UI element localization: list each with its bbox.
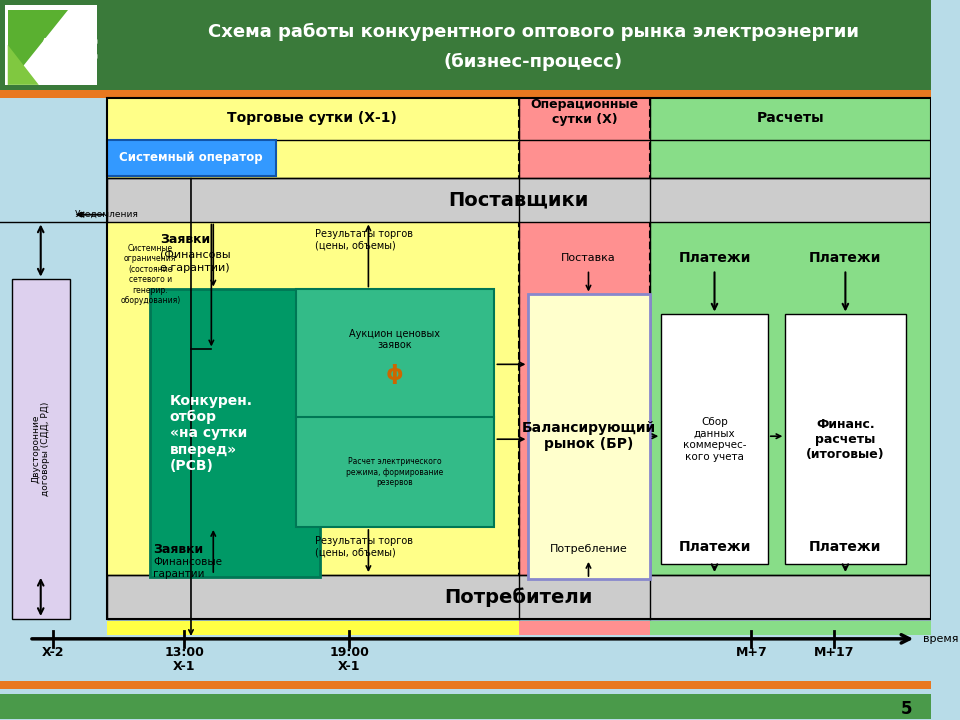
Bar [528,294,650,579]
Bar [650,98,930,619]
Bar [650,621,930,635]
Text: 19:00: 19:00 [329,647,369,660]
Text: Платежи: Платежи [679,251,751,264]
Text: Уведомления: Уведомления [75,210,138,219]
Text: Системные
ограничения
(состояние
сетевого и
генерир.
оборудования): Системные ограничения (состояние сетевог… [120,244,180,305]
Text: ϕ: ϕ [386,364,403,384]
Text: Результаты торгов
(цены, объемы): Результаты торгов (цены, объемы) [315,536,413,558]
Text: X-1: X-1 [338,660,360,673]
Text: Торговые сутки (Х-1): Торговые сутки (Х-1) [228,111,397,125]
Text: Поставщики: Поставщики [448,190,588,209]
Text: е гарантии): е гарантии) [160,263,229,272]
Text: Заявки: Заявки [160,233,210,246]
Polygon shape [8,10,68,85]
Text: гарантии: гарантии [154,569,204,579]
Bar [0,0,930,90]
Text: (Финансовы: (Финансовы [160,250,230,259]
Bar [518,621,660,635]
Text: Двусторонние
договоры (СДД, РД): Двусторонние договоры (СДД, РД) [31,402,51,496]
Bar [661,315,768,564]
Bar [107,621,518,635]
Text: X-2: X-2 [42,647,64,660]
Text: Платежи: Платежи [809,251,881,264]
Text: Заявки: Заявки [154,542,204,556]
Text: X-1: X-1 [173,660,196,673]
Bar [785,315,906,564]
Text: Балансирующий
рынок (БР): Балансирующий рынок (БР) [521,421,656,451]
Bar [0,694,930,719]
Text: Операционные
сутки (Х): Операционные сутки (Х) [531,98,638,126]
Text: Системный оператор: Системный оператор [119,151,263,164]
Bar [0,621,107,635]
Bar [296,289,494,419]
Bar [107,140,276,176]
Bar [0,98,930,619]
Bar [107,178,930,222]
Text: Схема работы конкурентного оптового рынка электроэнергии: Схема работы конкурентного оптового рынк… [207,23,858,41]
Text: Конкурен.
отбор
«на сутки
вперед»
(РСВ): Конкурен. отбор «на сутки вперед» (РСВ) [170,394,252,473]
Polygon shape [8,45,38,85]
Text: Платежи: Платежи [679,540,751,554]
Text: Расчеты: Расчеты [756,111,824,125]
Bar [107,98,930,619]
Bar [151,289,320,577]
Text: Финанс.
расчеты
(итоговые): Финанс. расчеты (итоговые) [806,418,885,461]
Text: время: время [923,634,958,644]
Text: M+17: M+17 [813,647,854,660]
Bar [296,418,494,527]
Bar [107,575,930,619]
Text: Финансовые: Финансовые [154,557,222,567]
Bar [12,279,70,619]
Bar [0,90,930,98]
Bar [518,98,660,619]
Text: Результаты торгов
(цены, объемы): Результаты торгов (цены, объемы) [315,229,413,251]
Text: Потребители: Потребители [444,587,593,607]
Bar [5,5,97,85]
Text: (бизнес-процесс): (бизнес-процесс) [444,53,623,71]
Text: 13:00: 13:00 [164,647,204,660]
Text: 5: 5 [900,700,912,718]
Text: ATC: ATC [36,37,100,66]
Text: Платежи: Платежи [809,540,881,554]
Text: Сбор
данных
коммерчес-
кого учета: Сбор данных коммерчес- кого учета [683,417,746,462]
Text: Аукцион ценовых
заявок: Аукцион ценовых заявок [349,328,440,350]
Bar [0,694,930,719]
Text: M+7: M+7 [735,647,767,660]
Text: Расчет электрического
режима, формирование
резервов: Расчет электрического режима, формирован… [346,457,444,487]
Text: Поставка: Поставка [561,253,616,263]
Text: Потребление: Потребление [549,544,627,554]
Bar [107,98,518,619]
Bar [0,681,930,689]
